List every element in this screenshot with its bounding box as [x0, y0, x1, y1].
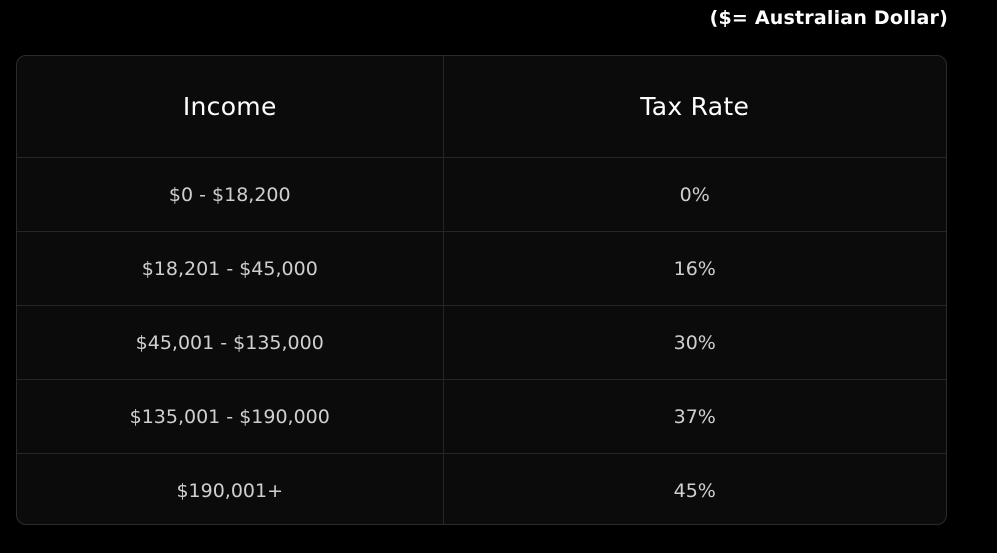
table-row: $0 - $18,200 0%	[17, 157, 946, 232]
table-row: $18,201 - $45,000 16%	[17, 231, 946, 306]
income-column-header: Income	[182, 92, 277, 121]
tax-rate-cell: 0%	[442, 157, 946, 232]
tax-rate-cell: 37%	[442, 379, 946, 454]
tax-rate-cell: 30%	[442, 305, 946, 380]
table-row: $190,001+ 45%	[17, 453, 946, 524]
tax-rate-cell: 45%	[442, 453, 946, 524]
income-cell: $190,001+	[17, 453, 443, 524]
tax-rate-table: Income Tax Rate $0 - $18,200 0% $18,201 …	[17, 56, 946, 524]
table-header-row: Income Tax Rate	[17, 56, 946, 158]
tax-rate-table-card: Income Tax Rate $0 - $18,200 0% $18,201 …	[16, 55, 947, 525]
table-row: $45,001 - $135,000 30%	[17, 305, 946, 380]
currency-note: ($= Australian Dollar)	[709, 7, 948, 29]
tax-rate-column-header: Tax Rate	[442, 56, 946, 158]
income-cell: $45,001 - $135,000	[17, 305, 443, 380]
income-cell: $135,001 - $190,000	[17, 379, 443, 454]
table-row: $135,001 - $190,000 37%	[17, 379, 946, 454]
income-cell: $0 - $18,200	[17, 157, 443, 232]
tax-rate-cell: 16%	[442, 231, 946, 306]
income-cell: $18,201 - $45,000	[17, 231, 443, 306]
